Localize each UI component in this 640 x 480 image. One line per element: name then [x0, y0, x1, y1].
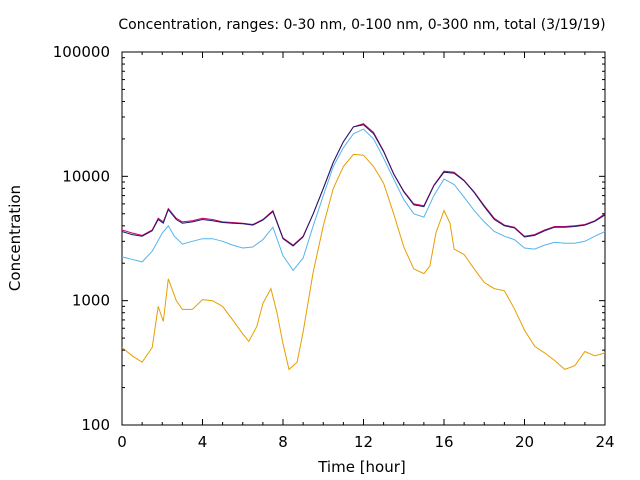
x-tick-label: 0	[117, 433, 127, 451]
series-line-4	[121, 124, 606, 247]
x-tick-label: 8	[278, 433, 288, 451]
y-tick-label: 100	[81, 416, 110, 434]
chart-title: Concentration, ranges: 0-30 nm, 0-100 nm…	[118, 17, 605, 33]
y-tick-label: 1000	[72, 292, 110, 310]
x-tick-label: 16	[434, 433, 453, 451]
series-line-2	[121, 128, 606, 272]
y-axis-label: Concentration	[6, 185, 24, 291]
plot-border	[121, 51, 606, 426]
series-line-3	[121, 123, 606, 246]
x-tick-label: 4	[198, 433, 208, 451]
x-tick-label: 24	[595, 433, 614, 451]
y-axis: 100 1000 10000 100000	[53, 43, 605, 434]
x-axis: 0 4 8 12 16 20 24	[117, 52, 615, 451]
x-tick-label: 20	[515, 433, 534, 451]
y-tick-label: 10000	[62, 167, 110, 185]
plot-frame	[121, 51, 606, 426]
x-tick-label: 12	[354, 433, 373, 451]
series-line-1	[121, 153, 606, 371]
series-layer	[121, 123, 606, 371]
x-axis-label: Time [hour]	[317, 458, 406, 476]
y-tick-label: 100000	[53, 43, 110, 61]
